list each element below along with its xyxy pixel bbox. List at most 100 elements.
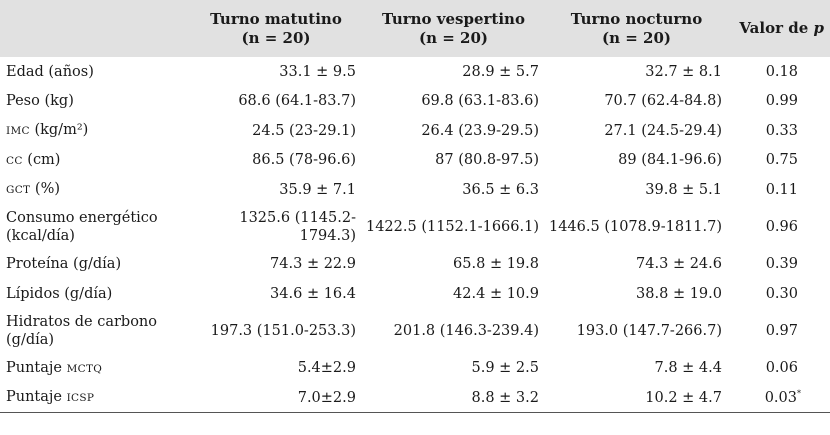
cell-vespertino: 28.9 ± 5.7 bbox=[462, 63, 539, 80]
header-matutino: Turno matutino (n = 20) bbox=[190, 0, 362, 57]
row-label: Peso (kg) bbox=[0, 87, 190, 117]
p-value-text: 0.39 bbox=[765, 256, 798, 273]
row-label-abbrev: MCTQ bbox=[66, 362, 103, 375]
table-row: Consumo energético (kcal/día) 1325.6 (1145… bbox=[0, 205, 830, 250]
header-row: Turno matutino (n = 20) Turno vespertino… bbox=[0, 0, 830, 57]
row-label: GCT (%) bbox=[0, 175, 190, 205]
row-label: IMC (kg/m²) bbox=[0, 116, 190, 146]
row-label-line: Proteína (g/día) bbox=[6, 256, 122, 273]
header-p-value: Valor de p bbox=[728, 0, 830, 57]
header-p-symbol: p bbox=[813, 19, 825, 37]
p-value-text: 0.18 bbox=[765, 63, 798, 80]
cell-matutino: 7.0±2.9 bbox=[190, 383, 362, 413]
cell-p-value: 0.39 bbox=[728, 250, 830, 280]
row-label-prefix: Puntaje bbox=[6, 389, 67, 405]
header-p-prefix: Valor de bbox=[739, 19, 809, 37]
p-value-text: 0.30 bbox=[765, 285, 798, 302]
cell-vespertino: 8.8 ± 3.2 bbox=[362, 383, 545, 413]
row-label: Hidratos de carbono (g/día) bbox=[0, 309, 190, 354]
row-label: CC (cm) bbox=[0, 146, 190, 176]
row-label: Consumo energético (kcal/día) bbox=[0, 205, 190, 250]
row-label-abbrev: IMC bbox=[6, 125, 30, 138]
significance-mark: * bbox=[797, 388, 801, 398]
header-nocturno: Turno nocturno (n = 20) bbox=[545, 0, 728, 57]
p-value-text: 0.33 bbox=[765, 122, 798, 139]
row-label-line: Consumo energético bbox=[6, 210, 158, 226]
row-label-abbrev: GCT bbox=[6, 184, 31, 197]
table-row: IMC (kg/m²) 24.5 (23-29.1) 26.4 (23.9-29.5… bbox=[0, 116, 830, 146]
table-row: Lípidos (g/día) 34.6 ± 16.4 42.4 ± 10.9 38.… bbox=[0, 279, 830, 309]
cell-p-value: 0.99 bbox=[728, 87, 830, 117]
header-matutino-line2: (n = 20) bbox=[241, 28, 311, 47]
cell-p-value: 0.97 bbox=[728, 309, 830, 354]
row-label-line: (g/día) bbox=[6, 332, 55, 348]
results-table: Turno matutino (n = 20) Turno vespertino… bbox=[0, 0, 830, 413]
cell-p-value: 0.03* bbox=[728, 383, 830, 413]
cell-nocturno: 27.1 (24.5-29.4) bbox=[604, 122, 722, 139]
row-label-prefix: Puntaje bbox=[6, 359, 67, 376]
cell-matutino: 34.6 ± 16.4 bbox=[270, 285, 356, 302]
table-row: Proteína (g/día) 74.3 ± 22.9 65.8 ± 19.8 74… bbox=[0, 250, 830, 280]
p-value-text: 0.11 bbox=[765, 181, 798, 198]
cell-nocturno: 193.0 (147.7-266.7) bbox=[576, 323, 722, 339]
cell-p-value: 0.18 bbox=[728, 57, 830, 87]
cell-vespertino: 1422.5 (1152.1-1666.1) bbox=[365, 219, 539, 235]
row-label: Proteína (g/día) bbox=[0, 250, 190, 280]
cell-nocturno: 89 (84.1-96.6) bbox=[618, 152, 722, 169]
header-vespertino: Turno vespertino (n = 20) bbox=[362, 0, 545, 57]
cell-nocturno: 7.8 ± 4.4 bbox=[654, 360, 723, 377]
table-row: Puntaje ICSP 7.0±2.9 8.8 ± 3.2 10.2 ± 4.7 0.… bbox=[0, 383, 830, 413]
cell-matutino: 197.3 (151.0-253.3) bbox=[210, 323, 356, 339]
row-label-line: Hidratos de carbono bbox=[6, 314, 157, 330]
p-value-text: 0.99 bbox=[765, 93, 798, 110]
header-vespertino-line2: (n = 20) bbox=[419, 28, 488, 47]
table-row: CC (cm) 86.5 (78-96.6) 87 (80.8-97.5) 89 (8… bbox=[0, 146, 830, 176]
table-row: Edad (años) 33.1 ± 9.5 28.9 ± 5.7 32.7 ± 8.… bbox=[0, 57, 830, 87]
row-label: Lípidos (g/día) bbox=[0, 279, 190, 309]
cell-nocturno: 32.7 ± 8.1 bbox=[645, 63, 722, 80]
row-label-rest: (kg/m²) bbox=[29, 122, 89, 139]
header-empty-cell bbox=[0, 0, 190, 57]
cell-vespertino: 36.5 ± 6.3 bbox=[462, 181, 539, 198]
row-label-abbrev: CC bbox=[6, 154, 23, 167]
table-row: GCT (%) 35.9 ± 7.1 36.5 ± 6.3 39.8 ± 5.1 0.1… bbox=[0, 175, 830, 205]
row-label-line: (kcal/día) bbox=[6, 228, 75, 244]
cell-nocturno: 70.7 (62.4-84.8) bbox=[604, 93, 722, 110]
cell-vespertino: 87 (80.8-97.5) bbox=[435, 152, 539, 169]
row-label-rest: (%) bbox=[30, 181, 61, 198]
table-row: Hidratos de carbono (g/día) 197.3 (151.0-2… bbox=[0, 309, 830, 354]
row-label-abbrev: ICSP bbox=[66, 392, 95, 404]
header-vespertino-line1: Turno vespertino bbox=[382, 9, 525, 28]
cell-vespertino: 69.8 (63.1-83.6) bbox=[421, 93, 539, 110]
cell-vespertino: 26.4 (23.9-29.5) bbox=[421, 122, 539, 139]
cell-vespertino: 65.8 ± 19.8 bbox=[453, 256, 539, 273]
cell-p-value: 0.33 bbox=[728, 116, 830, 146]
cell-nocturno: 39.8 ± 5.1 bbox=[645, 181, 722, 198]
cell-matutino: 24.5 (23-29.1) bbox=[252, 122, 356, 139]
table-row: Peso (kg) 68.6 (64.1-83.7) 69.8 (63.1-83.6… bbox=[0, 87, 830, 117]
cell-matutino: 1325.6 (1145.2-1794.3) bbox=[239, 210, 356, 244]
cell-nocturno: 38.8 ± 19.0 bbox=[636, 285, 722, 302]
cell-vespertino: 5.9 ± 2.5 bbox=[471, 360, 540, 377]
row-label: Edad (años) bbox=[0, 57, 190, 87]
p-value-text: 0.03 bbox=[764, 389, 797, 406]
p-value-text: 0.06 bbox=[765, 360, 798, 377]
row-label: Puntaje ICSP bbox=[0, 383, 190, 413]
row-label: Puntaje MCTQ bbox=[0, 354, 190, 384]
cell-vespertino: 42.4 ± 10.9 bbox=[453, 285, 539, 302]
row-label-rest: (cm) bbox=[22, 151, 61, 168]
cell-p-value: 0.06 bbox=[728, 354, 830, 384]
cell-nocturno: 10.2 ± 4.7 bbox=[545, 383, 728, 413]
cell-p-value: 0.96 bbox=[728, 205, 830, 250]
cell-vespertino: 201.8 (146.3-239.4) bbox=[393, 323, 539, 339]
header-nocturno-line2: (n = 20) bbox=[602, 28, 671, 47]
cell-matutino: 33.1 ± 9.5 bbox=[279, 63, 356, 80]
cell-matutino: 5.4±2.9 bbox=[297, 360, 356, 377]
p-value-text: 0.97 bbox=[765, 323, 798, 339]
p-value-text: 0.96 bbox=[765, 219, 798, 235]
table-row: Puntaje MCTQ 5.4±2.9 5.9 ± 2.5 7.8 ± 4.4 0.0… bbox=[0, 354, 830, 384]
p-value-text: 0.75 bbox=[765, 152, 798, 169]
cell-nocturno: 74.3 ± 24.6 bbox=[636, 256, 722, 273]
cell-matutino: 86.5 (78-96.6) bbox=[252, 152, 356, 169]
cell-nocturno: 1446.5 (1078.9-1811.7) bbox=[548, 219, 722, 235]
